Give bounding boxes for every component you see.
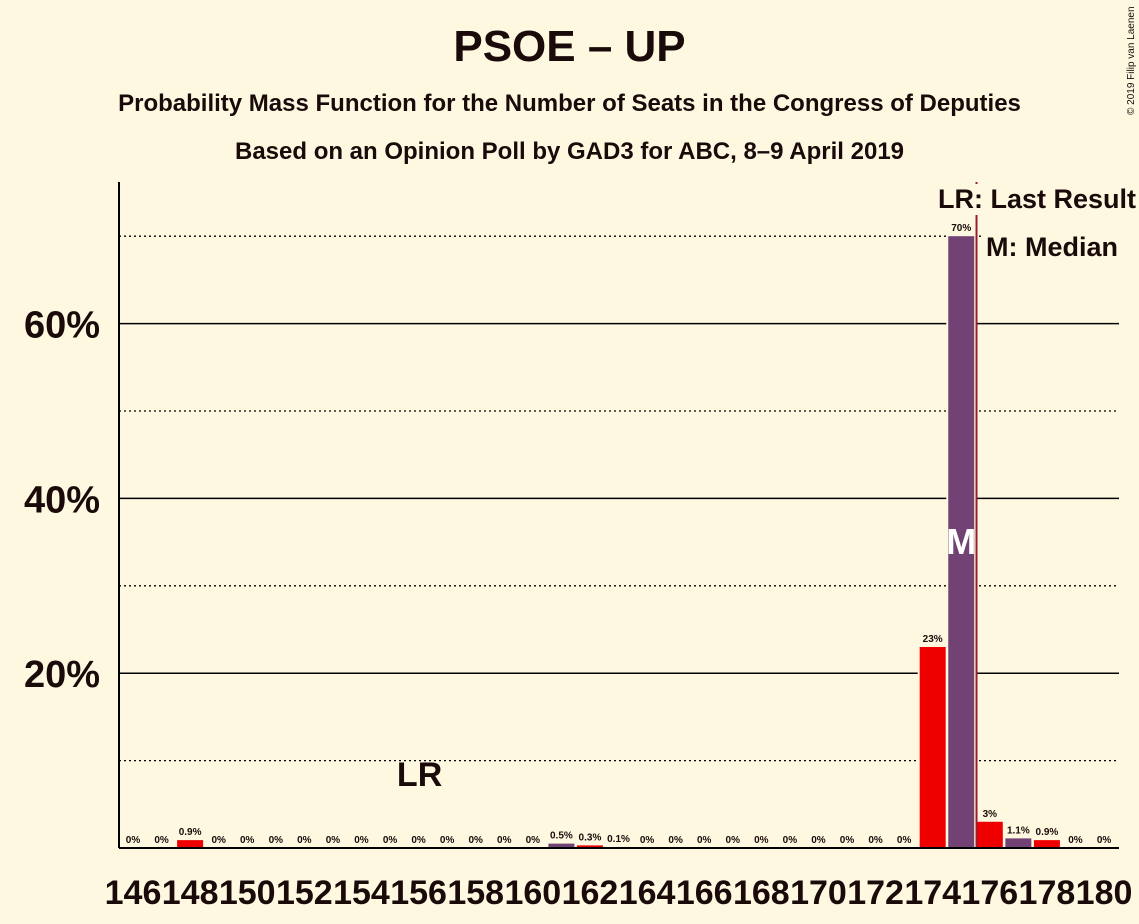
legend-median: M: Median	[984, 232, 1120, 263]
x-tick-label: 148	[162, 874, 219, 912]
data-label: 23%	[923, 634, 943, 645]
x-tick-label: 146	[105, 874, 162, 912]
data-label: 0%	[383, 835, 398, 846]
x-tick-label: 158	[447, 874, 504, 912]
bar-148	[177, 840, 204, 848]
x-tick-label: 156	[390, 874, 447, 912]
data-label: 0.9%	[179, 827, 202, 838]
data-label: 0%	[840, 835, 855, 846]
data-label: 0%	[468, 835, 483, 846]
data-label: 0%	[297, 835, 312, 846]
bar-162	[576, 845, 603, 848]
x-tick-label: 168	[733, 874, 790, 912]
data-label: 0%	[1068, 835, 1083, 846]
x-tick-label: 176	[961, 874, 1018, 912]
x-tick-label: 170	[790, 874, 847, 912]
data-label: 0%	[668, 835, 683, 846]
data-label: 0%	[783, 835, 798, 846]
data-label: 0%	[697, 835, 712, 846]
x-tick-label: 150	[219, 874, 276, 912]
y-tick-label: 40%	[24, 479, 100, 521]
data-label: 0%	[868, 835, 883, 846]
data-label: 0%	[354, 835, 369, 846]
x-tick-label: 180	[1076, 874, 1133, 912]
x-tick-label: 160	[504, 874, 561, 912]
legend-last-result: LR: Last Result	[936, 184, 1139, 215]
data-label: 3%	[983, 809, 998, 820]
chart-subtitle: Probability Mass Function for the Number…	[118, 90, 1021, 117]
data-label: 0%	[1097, 835, 1112, 846]
y-tick-label: 20%	[24, 654, 100, 696]
data-label: 0%	[240, 835, 255, 846]
chart-subtitle-source: Based on an Opinion Poll by GAD3 for ABC…	[234, 138, 905, 165]
data-label: 0%	[754, 835, 769, 846]
data-label: 0%	[526, 835, 541, 846]
x-tick-label: 162	[562, 874, 619, 912]
x-tick-label: 154	[333, 874, 390, 912]
data-label: 0%	[326, 835, 341, 846]
x-tick-label: 164	[619, 874, 676, 912]
data-label: 0%	[497, 835, 512, 846]
data-label: 0%	[211, 835, 226, 846]
data-label: 1.1%	[1007, 825, 1030, 836]
last-result-marker: LR	[397, 756, 442, 794]
x-tick-label: 152	[276, 874, 333, 912]
data-label: 0%	[154, 835, 169, 846]
bar-161	[548, 843, 575, 848]
bar-175	[948, 236, 975, 848]
bar-177	[1005, 838, 1032, 848]
data-label: 0%	[126, 835, 141, 846]
bar-174	[919, 646, 946, 848]
data-label: 0%	[411, 835, 426, 846]
data-label: 0.5%	[550, 831, 573, 842]
data-label: 70%	[951, 223, 971, 234]
bar-176	[976, 821, 1003, 848]
x-tick-label: 174	[904, 874, 961, 912]
data-label: 0%	[811, 835, 826, 846]
chart-title: PSOE – UP	[453, 22, 686, 71]
bar-178	[1033, 840, 1060, 848]
data-label: 0.1%	[607, 834, 630, 845]
data-label: 0.3%	[579, 832, 602, 843]
data-label: 0%	[726, 835, 741, 846]
x-tick-label: 166	[676, 874, 733, 912]
data-label: 0.9%	[1036, 827, 1059, 838]
x-tick-label: 178	[1019, 874, 1076, 912]
data-label: 0%	[440, 835, 455, 846]
bar-halo	[603, 845, 634, 848]
data-label: 0%	[897, 835, 912, 846]
data-label: 0%	[269, 835, 284, 846]
median-marker: M	[946, 521, 976, 562]
x-tick-label: 172	[847, 874, 904, 912]
y-tick-label: 60%	[24, 305, 100, 347]
data-label: 0%	[640, 835, 655, 846]
